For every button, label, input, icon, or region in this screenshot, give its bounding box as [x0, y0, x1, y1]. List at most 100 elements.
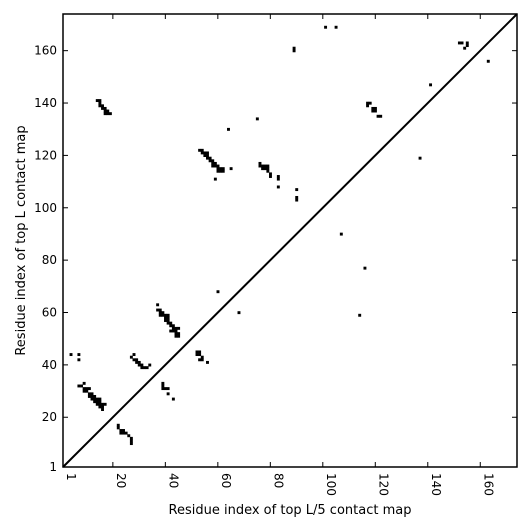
contact-point: [119, 431, 123, 435]
contact-point: [216, 164, 220, 168]
contact-point: [418, 156, 422, 160]
contact-point: [122, 431, 125, 435]
contact-point: [166, 316, 170, 320]
contact-point: [339, 232, 343, 236]
contact-point: [98, 397, 102, 401]
contact-point: [82, 381, 86, 385]
contact-point: [206, 156, 209, 160]
contact-point: [366, 104, 370, 108]
contact-point: [213, 164, 217, 168]
contact-point: [358, 313, 362, 317]
contact-point: [101, 402, 104, 406]
contact-point: [169, 321, 173, 325]
contact-point: [269, 175, 272, 178]
contact-point: [82, 389, 86, 393]
contact-point: [203, 154, 207, 158]
contact-point: [266, 164, 270, 168]
contact-point: [171, 324, 175, 328]
contact-point: [177, 326, 181, 330]
contact-point: [129, 439, 133, 443]
contact-point: [229, 167, 233, 171]
contact-point: [177, 334, 181, 338]
contact-point: [276, 177, 280, 181]
contact-point: [161, 313, 165, 317]
contact-point: [122, 429, 125, 432]
contact-point: [140, 366, 144, 370]
contact-point: [373, 109, 377, 113]
contact-point: [98, 104, 102, 108]
contact-point: [200, 358, 204, 362]
contact-point: [208, 159, 212, 163]
contact-point: [261, 167, 265, 171]
contact-point: [101, 104, 104, 108]
x-tick-label: 140: [429, 473, 443, 496]
contact-point: [198, 358, 202, 362]
contact-point: [177, 332, 181, 336]
contact-point: [263, 167, 267, 171]
contact-point: [166, 313, 170, 317]
contact-point: [166, 392, 170, 396]
contact-point: [85, 389, 89, 393]
contact-point: [127, 434, 131, 438]
contact-point: [95, 99, 99, 103]
y-tick-label: 160: [34, 44, 57, 58]
contact-point: [198, 350, 202, 354]
contact-point: [69, 353, 73, 357]
contact-point: [148, 363, 152, 367]
x-tick-label: 20: [114, 473, 128, 488]
contact-point: [103, 112, 107, 116]
contact-point: [463, 46, 467, 50]
contact-point: [77, 358, 81, 362]
contact-point: [169, 324, 173, 328]
contact-point: [95, 400, 99, 404]
contact-point: [82, 387, 86, 391]
x-axis-label: Residue index of top L/5 contact map: [169, 503, 412, 518]
contact-point: [129, 436, 133, 440]
contact-point: [211, 159, 215, 163]
contact-point: [198, 353, 202, 357]
contact-point: [373, 106, 377, 110]
contact-point: [129, 355, 133, 359]
contact-point: [258, 164, 262, 168]
contact-point: [93, 400, 97, 404]
contact-point: [90, 392, 94, 396]
contact-point: [135, 358, 139, 362]
contact-point: [460, 41, 464, 45]
contact-point: [132, 358, 136, 362]
contact-point: [101, 106, 104, 110]
contact-point: [206, 360, 209, 364]
contact-point: [206, 154, 209, 158]
contact-point: [132, 353, 136, 357]
contact-point: [266, 167, 270, 171]
contact-point: [98, 101, 102, 105]
contact-point: [95, 402, 99, 406]
y-tick-label: 1: [49, 460, 57, 474]
contact-points: [69, 25, 490, 446]
contact-point: [135, 360, 139, 364]
contact-point: [116, 423, 120, 427]
contact-point: [119, 429, 123, 432]
contact-point: [166, 321, 170, 325]
contact-point: [200, 148, 204, 152]
contact-point: [261, 164, 265, 168]
contact-point: [174, 332, 178, 336]
contact-point: [221, 169, 225, 173]
contact-point: [161, 311, 165, 315]
contact-point: [174, 334, 178, 338]
contact-point: [95, 397, 99, 401]
contact-point: [171, 329, 175, 333]
contact-point: [237, 311, 241, 315]
contact-point: [266, 169, 270, 173]
y-tick-label: 140: [34, 96, 57, 110]
contact-point: [90, 394, 94, 398]
contact-point: [98, 99, 102, 103]
contact-point: [376, 114, 380, 118]
contact-point: [161, 381, 165, 385]
y-axis-label: Residue index of top L contact map: [14, 125, 29, 355]
contact-point: [98, 402, 102, 406]
contact-point: [137, 363, 141, 367]
x-tick-label: 120: [376, 473, 390, 496]
contact-point: [206, 151, 209, 155]
contact-point: [145, 366, 149, 370]
axis-ticks: 1 20 40 60 80 100 120 140 1601204060801001201401…: [34, 14, 517, 496]
